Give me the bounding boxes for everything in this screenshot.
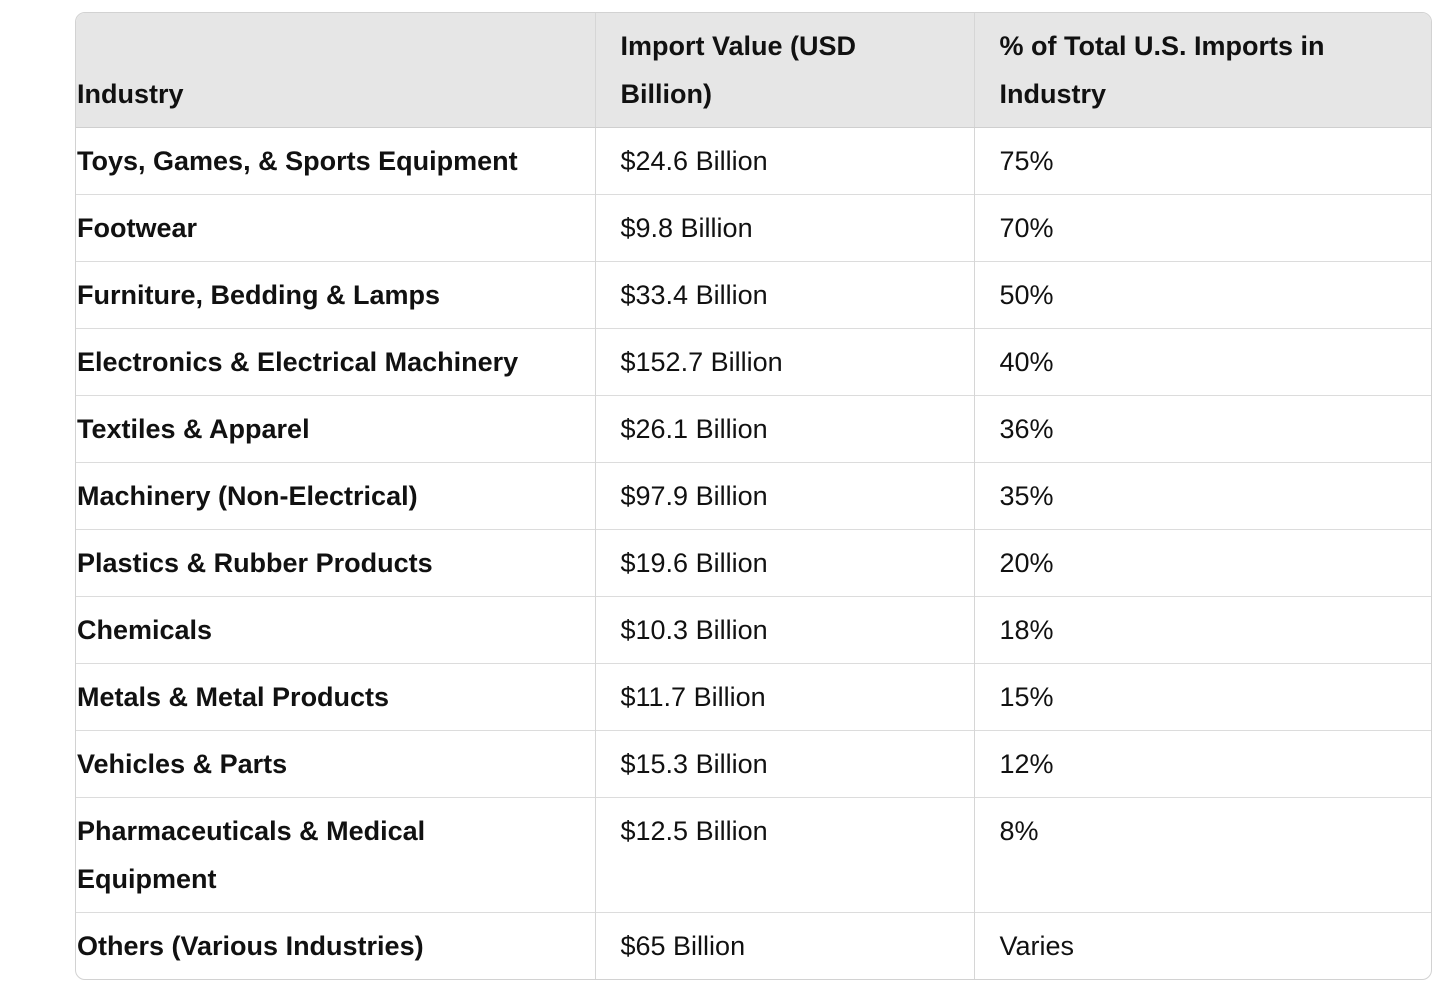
cell-industry: Others (Various Industries) xyxy=(76,912,595,979)
cell-percent: 36% xyxy=(973,395,1431,463)
imports-table: Industry Import Value (USD Billion) % of… xyxy=(76,13,1431,979)
cell-industry: Vehicles & Parts xyxy=(76,730,595,798)
cell-import-value: $33.4 Billion xyxy=(594,261,974,329)
cell-import-value: $9.8 Billion xyxy=(594,194,974,262)
table-row: Vehicles & Parts $15.3 Billion 12% xyxy=(76,730,1431,798)
cell-import-value: $15.3 Billion xyxy=(594,730,974,798)
cell-percent: 35% xyxy=(973,462,1431,530)
table-row: Footwear $9.8 Billion 70% xyxy=(76,194,1431,262)
cell-percent: 70% xyxy=(973,194,1431,262)
cell-percent: 75% xyxy=(973,127,1431,195)
header-percent-total: % of Total U.S. Imports in Industry xyxy=(973,13,1431,128)
cell-import-value: $26.1 Billion xyxy=(594,395,974,463)
cell-import-value: $10.3 Billion xyxy=(594,596,974,664)
header-industry: Industry xyxy=(76,13,595,128)
cell-import-value: $24.6 Billion xyxy=(594,127,974,195)
data-table-container: Industry Import Value (USD Billion) % of… xyxy=(75,12,1432,980)
cell-import-value: $152.7 Billion xyxy=(594,328,974,396)
cell-industry: Footwear xyxy=(76,194,595,262)
cell-percent: 20% xyxy=(973,529,1431,597)
cell-industry: Metals & Metal Products xyxy=(76,663,595,731)
cell-percent: 15% xyxy=(973,663,1431,731)
table-row: Textiles & Apparel $26.1 Billion 36% xyxy=(76,395,1431,463)
table-row: Pharmaceuticals & Medical Equipment $12.… xyxy=(76,797,1431,913)
table-row: Toys, Games, & Sports Equipment $24.6 Bi… xyxy=(76,127,1431,195)
table-row: Machinery (Non-Electrical) $97.9 Billion… xyxy=(76,462,1431,530)
cell-percent: 8% xyxy=(973,797,1431,913)
table-row: Others (Various Industries) $65 Billion … xyxy=(76,912,1431,979)
cell-import-value: $65 Billion xyxy=(594,912,974,979)
table-row: Electronics & Electrical Machinery $152.… xyxy=(76,328,1431,396)
cell-percent: Varies xyxy=(973,912,1431,979)
cell-industry: Electronics & Electrical Machinery xyxy=(76,328,595,396)
table-row: Chemicals $10.3 Billion 18% xyxy=(76,596,1431,664)
cell-percent: 50% xyxy=(973,261,1431,329)
cell-industry: Furniture, Bedding & Lamps xyxy=(76,261,595,329)
cell-industry: Textiles & Apparel xyxy=(76,395,595,463)
cell-import-value: $11.7 Billion xyxy=(594,663,974,731)
cell-industry: Plastics & Rubber Products xyxy=(76,529,595,597)
cell-industry: Toys, Games, & Sports Equipment xyxy=(77,146,518,176)
header-import-value: Import Value (USD Billion) xyxy=(594,13,974,128)
cell-industry: Pharmaceuticals & Medical Equipment xyxy=(76,797,595,913)
header-row: Industry Import Value (USD Billion) % of… xyxy=(76,13,1431,128)
table-row: Plastics & Rubber Products $19.6 Billion… xyxy=(76,529,1431,597)
table-row: Furniture, Bedding & Lamps $33.4 Billion… xyxy=(76,261,1431,329)
table-header: Industry Import Value (USD Billion) % of… xyxy=(76,13,1431,128)
cell-industry: Machinery (Non-Electrical) xyxy=(76,462,595,530)
table-row: Metals & Metal Products $11.7 Billion 15… xyxy=(76,663,1431,731)
table-body: Toys, Games, & Sports Equipment $24.6 Bi… xyxy=(76,127,1431,979)
cell-import-value: $12.5 Billion xyxy=(594,797,974,913)
cell-percent: 18% xyxy=(973,596,1431,664)
cell-import-value: $19.6 Billion xyxy=(594,529,974,597)
cell-percent: 40% xyxy=(973,328,1431,396)
cell-percent: 12% xyxy=(973,730,1431,798)
cell-import-value: $97.9 Billion xyxy=(594,462,974,530)
cell-industry: Chemicals xyxy=(76,596,595,664)
